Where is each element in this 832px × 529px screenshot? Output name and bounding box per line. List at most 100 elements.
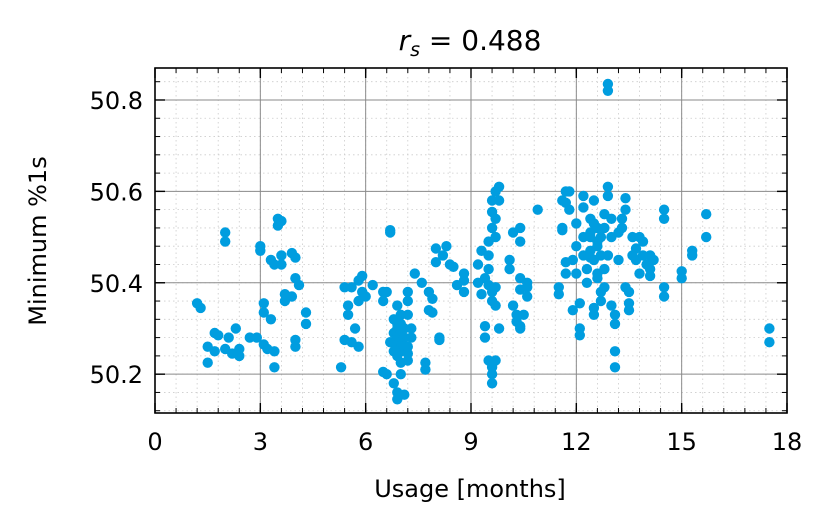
data-point <box>637 236 649 247</box>
data-point <box>616 213 628 224</box>
data-point <box>430 257 442 268</box>
data-point <box>606 213 617 224</box>
data-point <box>613 254 624 266</box>
data-point <box>609 362 621 373</box>
x-tick-label: 3 <box>253 428 268 456</box>
data-point <box>213 330 224 341</box>
data-point <box>276 250 287 261</box>
data-point <box>609 346 621 357</box>
major-grid <box>154 68 788 413</box>
data-point <box>416 277 427 288</box>
data-point <box>764 337 775 348</box>
data-point <box>701 209 712 220</box>
y-tick-label: 50.2 <box>90 361 143 389</box>
data-point <box>687 250 698 261</box>
data-point <box>648 254 659 266</box>
data-point <box>560 268 571 279</box>
data-point <box>427 293 438 304</box>
data-point <box>602 250 614 261</box>
data-point <box>606 300 617 311</box>
data-point <box>658 204 670 215</box>
data-point <box>293 279 305 291</box>
data-point <box>402 286 413 298</box>
data-point <box>658 291 670 302</box>
data-point <box>571 241 582 252</box>
data-point <box>290 341 301 352</box>
data-point <box>515 222 526 234</box>
x-tick-label: 12 <box>561 428 592 456</box>
data-point <box>567 305 578 316</box>
data-point <box>230 323 241 334</box>
data-point <box>623 305 635 316</box>
data-point <box>406 323 417 334</box>
data-point <box>658 213 670 224</box>
data-point <box>434 332 445 343</box>
data-point <box>493 323 505 334</box>
title-subscript: s <box>410 39 420 61</box>
data-point <box>507 300 519 311</box>
data-point <box>623 286 635 298</box>
data-point <box>599 263 610 275</box>
data-point <box>392 300 403 311</box>
data-point <box>592 241 603 252</box>
data-point <box>335 362 347 373</box>
data-point <box>609 318 621 330</box>
data-point <box>571 268 582 279</box>
data-point <box>430 243 442 254</box>
data-point <box>602 190 614 202</box>
data-point <box>571 218 582 229</box>
data-point <box>676 273 687 284</box>
data-point <box>595 295 607 307</box>
y-tick-label: 50.8 <box>90 87 143 115</box>
data-point <box>360 291 371 302</box>
data-point <box>223 332 234 343</box>
data-point <box>553 289 564 300</box>
data-point <box>532 204 543 215</box>
data-point <box>402 309 413 320</box>
data-point <box>269 346 280 357</box>
data-point <box>630 243 642 254</box>
data-point <box>209 346 220 357</box>
data-point <box>595 231 607 243</box>
data-point <box>290 252 301 263</box>
data-point <box>402 355 413 366</box>
data-point <box>609 309 621 320</box>
data-point <box>276 215 287 227</box>
y-axis-label: Minimum %1s <box>24 156 52 325</box>
data-point <box>353 341 364 352</box>
data-point <box>564 186 575 197</box>
data-point <box>588 309 600 320</box>
data-point <box>367 279 378 291</box>
x-tick-label: 18 <box>772 428 803 456</box>
x-axis-label: Usage [months] <box>374 475 566 503</box>
data-point <box>448 261 459 272</box>
data-point <box>490 355 501 366</box>
data-point <box>269 362 280 373</box>
data-point <box>490 300 501 311</box>
data-point <box>588 195 600 206</box>
data-point <box>406 332 417 343</box>
data-point <box>385 227 396 238</box>
data-point <box>346 282 357 293</box>
data-point <box>342 309 354 320</box>
y-tick-label: 50.4 <box>90 270 143 298</box>
data-point <box>504 263 515 275</box>
data-point <box>476 289 487 300</box>
data-point <box>564 204 575 215</box>
data-point <box>300 307 312 318</box>
data-point <box>402 295 413 307</box>
x-tick-label: 6 <box>358 428 373 456</box>
data-point <box>602 181 614 192</box>
x-tick-label: 15 <box>666 428 697 456</box>
data-point <box>437 250 449 261</box>
data-point <box>490 231 501 243</box>
data-point <box>441 241 452 252</box>
data-point <box>620 204 631 215</box>
chart-title: rs = 0.488 <box>399 24 542 61</box>
data-point <box>472 259 484 270</box>
data-point <box>581 277 593 288</box>
data-point <box>490 282 501 293</box>
data-point <box>195 302 206 314</box>
data-point <box>616 222 628 234</box>
